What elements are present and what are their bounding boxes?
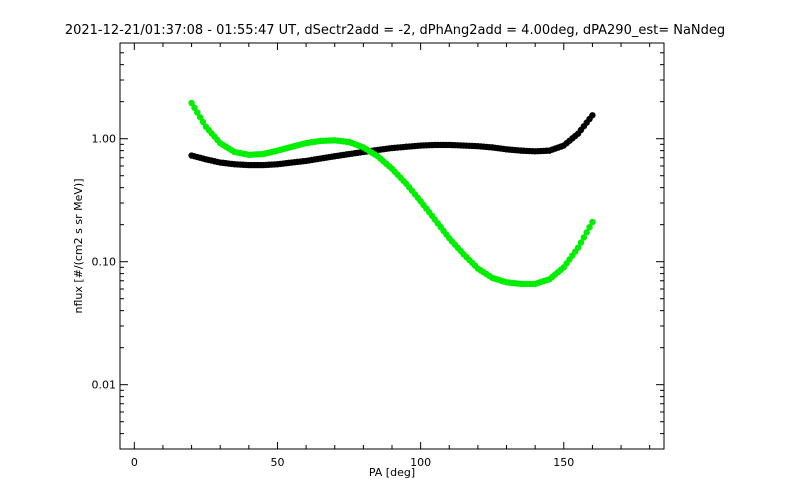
series-layer (188, 99, 596, 288)
series-0 (188, 112, 596, 169)
series-1-point (580, 234, 588, 241)
series-1-point (188, 99, 195, 107)
series-1-point (196, 114, 204, 121)
series-1-point (194, 109, 201, 116)
x-tick-label: 50 (270, 456, 284, 469)
chart-title: 2021-12-21/01:37:08 - 01:55:47 UT, dSect… (65, 23, 725, 38)
y-axis-label: nflux [#/(cm2 s sr MeV)] (72, 179, 85, 314)
y-tick-label: 0.01 (92, 379, 117, 392)
series-1-point (574, 244, 582, 251)
series-1 (188, 99, 596, 288)
series-1-point (586, 223, 593, 231)
y-tick-label: 0.10 (92, 256, 117, 269)
series-1-point (589, 218, 596, 226)
series-0-point (589, 112, 596, 119)
x-tick-label: 0 (131, 456, 138, 469)
x-axis-ticks: 0 50 100 150 (131, 43, 651, 469)
plot-frame (119, 42, 665, 450)
series-1-point (191, 104, 198, 111)
x-tick-label: 100 (410, 456, 431, 469)
y-tick-label: 1.00 (92, 133, 117, 146)
y-axis-ticks: 0.01 0.10 1.00 (92, 42, 664, 450)
x-axis-label: PA [deg] (369, 466, 415, 479)
series-1-point (583, 229, 590, 236)
x-tick-label: 150 (553, 456, 574, 469)
series-1-point (577, 239, 585, 246)
series-1-point (199, 118, 207, 126)
